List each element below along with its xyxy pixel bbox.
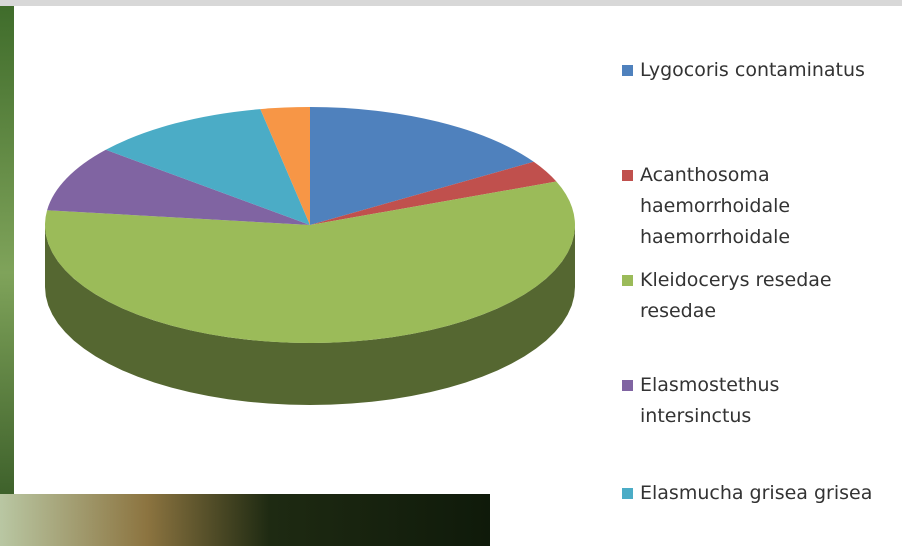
- legend-item: Elasmostethus intersinctus: [622, 370, 892, 432]
- pie-slice: [310, 161, 557, 225]
- legend-swatch: [622, 380, 633, 391]
- legend-label: Kleidocerys resedae resedae: [640, 269, 832, 322]
- legend-label: Lygocoris contaminatus: [640, 59, 865, 81]
- pie-slice-side: [45, 225, 575, 405]
- legend-item: Kleidocerys resedae resedae: [622, 265, 892, 327]
- legend-swatch: [622, 170, 633, 181]
- legend-label: Elasmostethus intersinctus: [640, 374, 780, 427]
- legend-item: Lygocoris contaminatus: [622, 55, 892, 86]
- legend-item: Elasmucha grisea grisea: [622, 478, 892, 509]
- background-photo: [0, 0, 14, 546]
- overlay-photo: [0, 494, 490, 546]
- top-border: [0, 0, 902, 6]
- pie-slice: [47, 149, 311, 225]
- legend-swatch: [622, 488, 633, 499]
- legend-label: Acanthosoma haemorrhoidale haemorrhoidal…: [640, 164, 791, 248]
- legend-label: Elasmucha grisea grisea: [640, 482, 873, 504]
- legend-swatch: [622, 65, 633, 76]
- pie-slice: [45, 181, 576, 343]
- legend-item: Acanthosoma haemorrhoidale haemorrhoidal…: [622, 160, 892, 253]
- pie-slice: [260, 107, 310, 225]
- pie-slice: [105, 109, 310, 225]
- pie-slice: [310, 107, 534, 225]
- legend-swatch: [622, 275, 633, 286]
